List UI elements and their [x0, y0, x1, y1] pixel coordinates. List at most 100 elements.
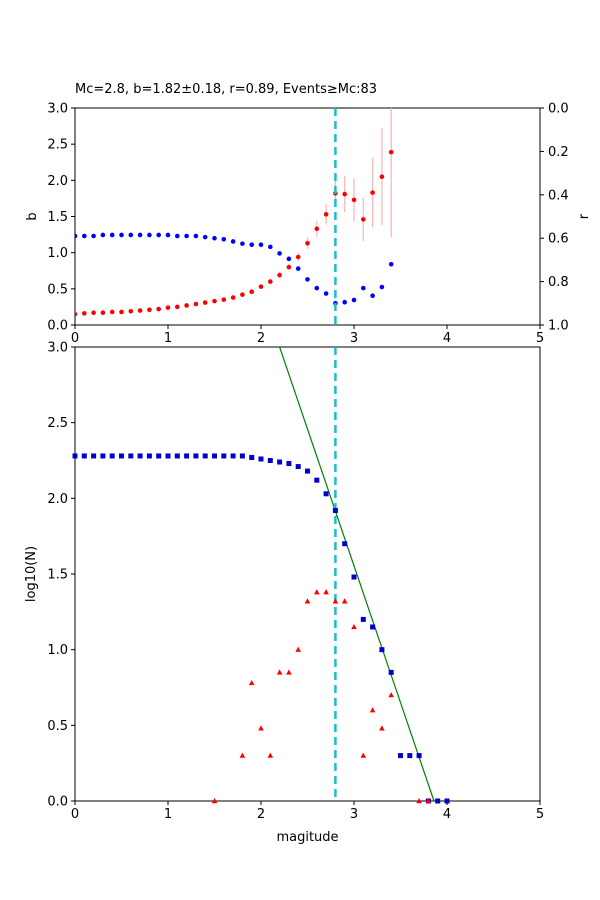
b-value-point [212, 298, 217, 304]
r-value-point [75, 233, 78, 239]
r-value-point [212, 235, 217, 241]
r-value-point [82, 233, 87, 239]
b-value-point [128, 308, 134, 314]
top-y-tick-label: 0.0 [47, 319, 68, 334]
cumulative-count-point [81, 453, 87, 459]
b-value-point [193, 301, 199, 307]
b-value-point [277, 272, 282, 278]
incremental-count-point [416, 798, 422, 804]
incremental-count-point [388, 692, 394, 698]
incremental-count-point [341, 598, 348, 604]
cumulative-count-point [119, 453, 124, 459]
top-right-tick-label: 0.4 [548, 188, 569, 203]
cumulative-count-point [379, 647, 385, 653]
b-value-point [351, 197, 357, 203]
b-value-point [295, 254, 301, 260]
top-chart-title: Mc=2.8, b=1.82±0.18, r=0.89, Events≥Mc:8… [75, 82, 377, 97]
cumulative-count-point [72, 453, 78, 459]
cumulative-count-point [332, 507, 338, 513]
b-value-point [109, 309, 115, 315]
r-value-point [137, 232, 143, 238]
top-x-tick-label: 1 [164, 331, 172, 346]
top-x-tick-label: 3 [350, 331, 358, 346]
top-y-tick-label: 3.0 [47, 102, 68, 117]
bottom-y-axis-label: log10(N) [24, 546, 39, 602]
cumulative-count-point [295, 464, 301, 470]
incremental-count-point [239, 752, 246, 758]
b-value-point [361, 217, 366, 222]
r-value-point [361, 285, 366, 291]
cumulative-count-point [370, 624, 376, 630]
r-value-point [202, 234, 208, 240]
r-value-point [323, 291, 329, 296]
cumulative-count-point [388, 669, 394, 675]
top-right-tick-label: 0.2 [548, 145, 569, 160]
cumulative-count-point [174, 453, 180, 459]
r-value-point [175, 233, 180, 239]
cumulative-count-point [342, 541, 348, 547]
r-value-point [119, 232, 124, 238]
b-value-point [175, 304, 180, 310]
r-value-point [147, 232, 152, 238]
bottom-y-tick-label: 1.5 [47, 568, 68, 583]
cumulative-count-point [416, 753, 422, 759]
r-value-point [109, 232, 115, 238]
top-x-tick-label: 2 [257, 331, 265, 346]
b-value-point [268, 279, 273, 284]
b-value-point [75, 311, 78, 317]
bottom-y-tick-label: 0.5 [47, 719, 68, 734]
top-x-tick-label: 4 [443, 331, 451, 346]
incremental-count-point [295, 646, 301, 652]
r-value-point [258, 242, 264, 248]
top-chart: 0 1 2 3 4 5 0.0 0.5 1.0 1.5 2.0 2.5 3.0 b 0.0 0.2 0.4 0.6… [25, 102, 592, 347]
r-value-point [240, 241, 245, 246]
cumulative-count-point [407, 753, 413, 759]
b-value-point [137, 308, 143, 313]
incremental-count-point [276, 669, 283, 675]
b-value-point [147, 307, 152, 313]
incremental-count-point [286, 669, 292, 675]
cumulative-count-point [109, 453, 115, 459]
b-value-point [379, 174, 385, 180]
bottom-y-tick-label: 3.0 [47, 341, 68, 356]
bottom-x-tick-label: 1 [164, 807, 172, 822]
cumulative-count-point [239, 453, 245, 459]
cumulative-count-point [230, 453, 236, 459]
b-value-point [165, 305, 171, 310]
incremental-count-point [211, 798, 218, 804]
cumulative-count-point [267, 458, 273, 463]
gr-fit-line [279, 347, 435, 801]
r-value-point [128, 232, 134, 238]
r-value-point [351, 297, 357, 303]
b-value-point [230, 295, 236, 300]
r-value-point [91, 233, 96, 239]
cumulative-count-point [398, 753, 403, 759]
cumulative-count-point [323, 491, 329, 497]
incremental-count-point [369, 707, 376, 713]
b-value-point [100, 310, 106, 316]
top-y-tick-label: 2.0 [47, 174, 68, 189]
bottom-chart: 0 1 2 3 4 5 0.0 0.5 1.0 1.5 2.0 2.5 3.0 log10(N) magit… [24, 341, 544, 846]
top-y-tick-label: 0.5 [47, 282, 68, 297]
incremental-count-point [248, 679, 255, 686]
b-value-point [258, 284, 264, 289]
cumulative-count-point [165, 453, 171, 459]
b-value-point [342, 191, 348, 197]
r-value-point [193, 233, 199, 239]
top-right-tick-label: 0.6 [548, 232, 569, 247]
cumulative-count-point [258, 456, 264, 462]
b-value-point [314, 226, 320, 232]
b-value-point [184, 303, 189, 308]
r-value-point [388, 261, 394, 267]
bottom-plot-area [279, 347, 435, 801]
incremental-count-point [360, 752, 367, 758]
bottom-x-tick-label: 0 [71, 807, 79, 822]
incremental-count-point [258, 725, 264, 731]
r-value-point [286, 256, 292, 262]
top-plot-area [75, 108, 394, 317]
top-y-tick-label: 1.5 [47, 210, 68, 225]
b-value-point [156, 306, 161, 312]
top-right-axis-label: r [577, 213, 592, 219]
r-value-point [277, 251, 282, 256]
